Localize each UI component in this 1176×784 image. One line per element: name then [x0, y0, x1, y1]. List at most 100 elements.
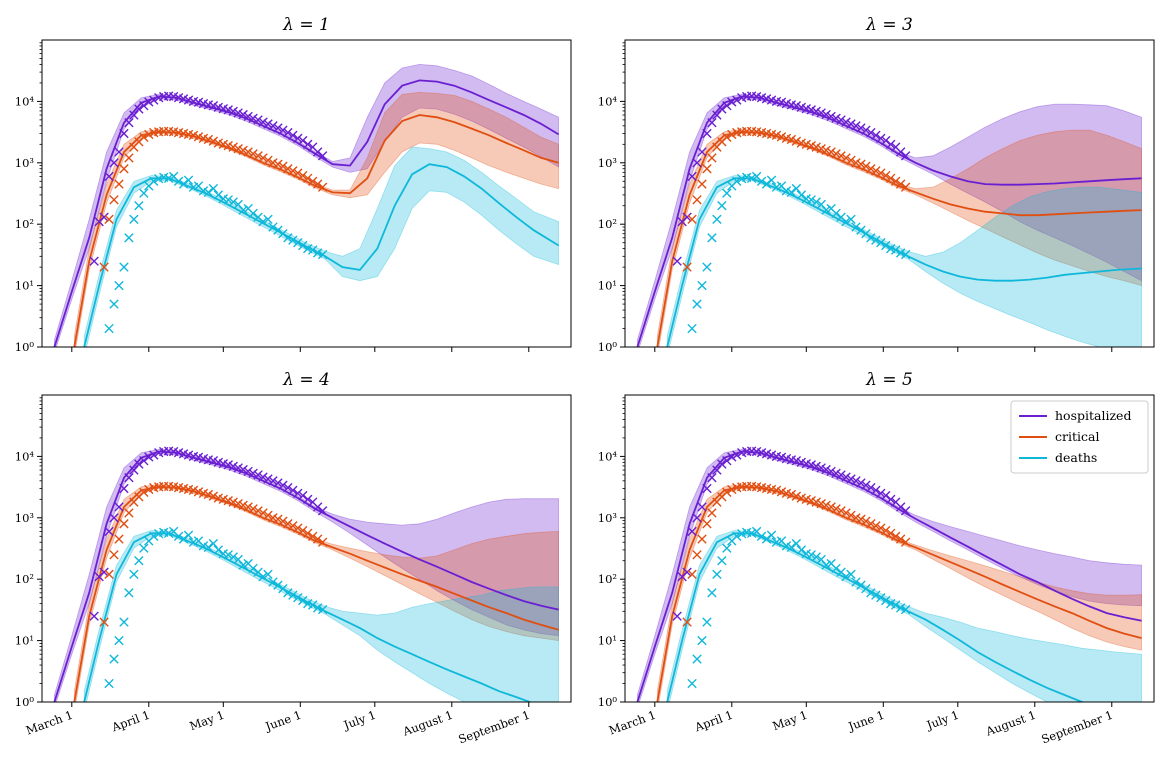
marker-deaths	[891, 245, 901, 255]
marker-deaths	[208, 183, 219, 194]
chart-panel-3: 10⁰ 10¹ 10² 10³ 10⁴ March 1 April 1 May 1 June 1…	[15, 370, 572, 747]
marker-critical	[687, 214, 697, 225]
marker-critical	[891, 531, 901, 541]
y-tick-label: 10²	[15, 217, 34, 231]
plot-frame	[624, 39, 1155, 348]
marker-critical	[109, 550, 119, 560]
marker-hospitalized	[263, 119, 273, 129]
marker-critical	[876, 168, 886, 178]
marker-deaths	[707, 588, 717, 598]
marker-deaths	[173, 176, 184, 186]
marker-deaths	[761, 534, 772, 544]
marker-hospitalized	[273, 123, 283, 133]
marker-critical	[876, 523, 886, 533]
marker-deaths	[183, 530, 194, 540]
y-tick-label: 10¹	[598, 279, 617, 293]
marker-deaths	[692, 654, 702, 664]
marker-deaths	[178, 179, 189, 189]
marker-deaths	[263, 214, 273, 225]
marker-hospitalized	[697, 147, 707, 157]
line-hospitalized	[53, 450, 559, 702]
marker-hospitalized	[836, 470, 846, 480]
marker-deaths	[761, 179, 772, 189]
marker-deaths	[298, 595, 308, 606]
marker-deaths	[124, 233, 134, 243]
marker-hospitalized	[312, 147, 323, 157]
marker-critical	[119, 164, 129, 174]
marker-critical	[248, 149, 258, 159]
marker-deaths	[697, 635, 707, 646]
marker-deaths	[746, 528, 757, 538]
y-tick-label: 10³	[598, 156, 618, 170]
marker-deaths	[268, 577, 278, 587]
marker-critical	[886, 528, 896, 538]
marker-hospitalized	[841, 472, 851, 482]
marker-hospitalized	[895, 147, 906, 157]
x-tick-label: May 1	[771, 708, 810, 734]
panel-title: λ = 3	[865, 15, 913, 35]
marker-deaths	[258, 571, 268, 582]
marker-hospitalized	[283, 127, 293, 138]
marker-hospitalized	[233, 108, 243, 118]
marker-hospitalized	[298, 135, 308, 146]
marker-critical	[707, 153, 717, 163]
marker-deaths	[273, 225, 283, 235]
marker-deaths	[687, 323, 697, 334]
marker-critical	[786, 134, 797, 145]
marker-deaths	[203, 542, 214, 553]
marker-critical	[203, 134, 214, 145]
marker-critical	[283, 164, 293, 174]
marker-hospitalized	[268, 476, 278, 486]
y-tick-label: 10²	[15, 572, 34, 586]
marker-critical	[203, 489, 214, 500]
x-tick-label: September 1	[457, 708, 532, 747]
x-tick-label: April 1	[692, 708, 735, 735]
marker-hospitalized	[682, 212, 692, 222]
marker-deaths	[841, 216, 851, 227]
marker-critical	[208, 491, 219, 501]
marker-hospitalized	[303, 494, 313, 505]
marker-critical	[119, 519, 129, 529]
marker-hospitalized	[278, 125, 288, 135]
marker-deaths	[732, 531, 742, 541]
marker-hospitalized	[692, 513, 702, 523]
marker-critical	[243, 502, 253, 512]
marker-critical	[139, 487, 149, 498]
marker-hospitalized	[727, 97, 737, 107]
marker-deaths	[766, 175, 777, 185]
x-tick-label: March 1	[24, 708, 75, 738]
marker-hospitalized	[886, 494, 896, 505]
marker-critical	[293, 523, 303, 533]
marker-critical	[298, 170, 308, 181]
marker-hospitalized	[717, 459, 727, 469]
marker-critical	[826, 147, 836, 157]
marker-critical	[144, 484, 154, 495]
marker-hospitalized	[104, 526, 114, 537]
band-deaths	[666, 175, 1142, 347]
marker-hospitalized	[233, 463, 243, 473]
y-tick-label: 10³	[15, 156, 35, 170]
marker-deaths	[791, 183, 802, 194]
marker-hospitalized	[258, 472, 268, 482]
y-tick-label: 10⁴	[598, 449, 618, 463]
marker-deaths	[871, 235, 881, 245]
marker-deaths	[876, 592, 886, 603]
marker-hospitalized	[876, 133, 886, 144]
marker-critical	[881, 525, 891, 536]
marker-critical	[846, 510, 856, 520]
marker-hospitalized	[717, 104, 727, 114]
marker-hospitalized	[876, 488, 886, 499]
x-tick-label: July 1	[341, 708, 378, 733]
marker-deaths	[228, 197, 238, 207]
marker-hospitalized	[134, 104, 144, 114]
marker-critical	[702, 164, 712, 174]
marker-hospitalized	[722, 101, 732, 111]
marker-deaths	[881, 240, 891, 251]
marker-hospitalized	[821, 109, 831, 120]
marker-deaths	[687, 678, 697, 689]
marker-hospitalized	[672, 611, 682, 621]
marker-critical	[263, 510, 273, 520]
marker-hospitalized	[317, 506, 328, 516]
marker-deaths	[712, 214, 722, 225]
